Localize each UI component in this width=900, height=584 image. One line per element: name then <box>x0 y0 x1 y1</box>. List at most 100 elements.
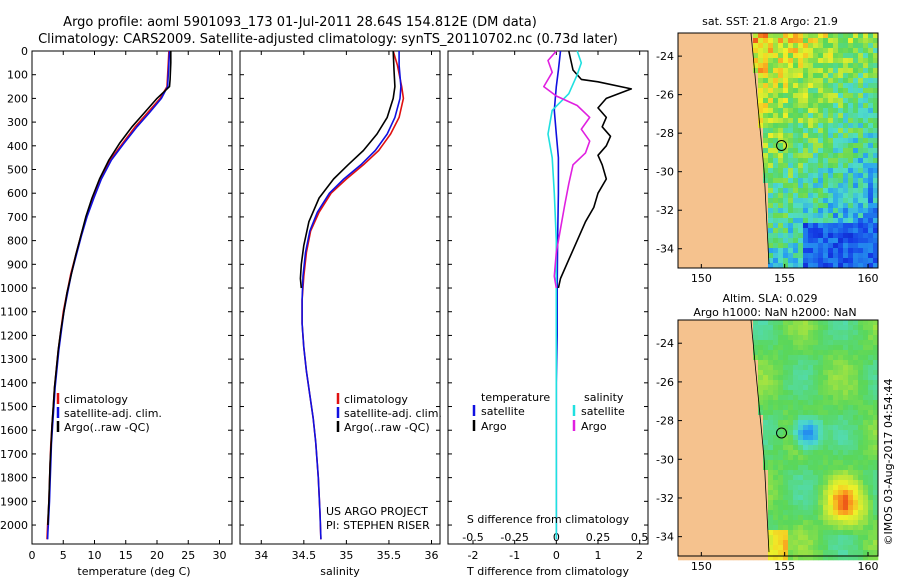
map-cell <box>803 520 809 526</box>
map-cell <box>743 148 749 154</box>
map-cell <box>788 188 794 194</box>
map-cell <box>703 490 709 496</box>
map-cell <box>853 525 859 531</box>
map-cell <box>718 375 724 381</box>
map-cell <box>813 98 819 104</box>
map-cell <box>758 475 764 481</box>
map-cell <box>733 238 739 244</box>
map-cell <box>813 218 819 224</box>
map-cell <box>703 83 709 89</box>
map-cell <box>793 118 799 124</box>
map-cell <box>803 425 809 431</box>
map-cell <box>843 63 849 69</box>
map-cell <box>758 33 764 39</box>
map-cell <box>773 555 779 561</box>
map-cell <box>808 445 814 451</box>
map-cell <box>853 450 859 456</box>
map-cell <box>773 233 779 239</box>
map-cell <box>798 440 804 446</box>
map-cell <box>698 218 704 224</box>
map-cell <box>798 330 804 336</box>
map-cell <box>763 445 769 451</box>
map-cell <box>678 485 684 491</box>
y-tick-label: -26 <box>656 376 674 389</box>
map-cell <box>693 435 699 441</box>
map-cell <box>723 350 729 356</box>
map-cell <box>703 455 709 461</box>
map-cell <box>688 520 694 526</box>
map-cell <box>743 223 749 229</box>
map-cell <box>783 183 789 189</box>
map-cell <box>758 98 764 104</box>
map-cell <box>838 263 844 269</box>
map-cell <box>798 178 804 184</box>
map-cell <box>778 350 784 356</box>
map-cell <box>743 163 749 169</box>
map-cell <box>728 475 734 481</box>
map-cell <box>778 193 784 199</box>
map-cell <box>713 425 719 431</box>
map-cell <box>873 350 879 356</box>
map-cell <box>753 410 759 416</box>
map-cell <box>768 158 774 164</box>
map-cell <box>798 153 804 159</box>
map-cell <box>693 88 699 94</box>
map-cell <box>858 218 864 224</box>
x-tick-label: 0 <box>29 549 36 562</box>
map-cell <box>703 495 709 501</box>
map-cell <box>818 465 824 471</box>
map-cell <box>758 555 764 561</box>
map-cell <box>803 193 809 199</box>
map-cell <box>683 540 689 546</box>
map-cell <box>848 188 854 194</box>
map-cell <box>738 325 744 331</box>
map-cell <box>753 178 759 184</box>
map-cell <box>738 158 744 164</box>
map-cell <box>748 173 754 179</box>
map-cell <box>798 365 804 371</box>
map-cell <box>698 38 704 44</box>
map-cell <box>798 325 804 331</box>
map-cell <box>818 128 824 134</box>
y-tick-label: 1100 <box>0 306 28 319</box>
map-cell <box>858 108 864 114</box>
map-cell <box>813 430 819 436</box>
map-cell <box>708 173 714 179</box>
map-cell <box>853 390 859 396</box>
map-cell <box>783 535 789 541</box>
map-cell <box>748 208 754 214</box>
map-cell <box>793 475 799 481</box>
map-cell <box>823 243 829 249</box>
map-cell <box>703 465 709 471</box>
map-cell <box>748 213 754 219</box>
map-cell <box>798 320 804 326</box>
map-cell <box>763 93 769 99</box>
map-cell <box>768 78 774 84</box>
map-cell <box>718 83 724 89</box>
map-cell <box>723 228 729 234</box>
map-cell <box>783 480 789 486</box>
map-cell <box>748 345 754 351</box>
map-cell <box>773 455 779 461</box>
map-cell <box>718 325 724 331</box>
map-cell <box>738 243 744 249</box>
map-cell <box>758 415 764 421</box>
map-cell <box>733 400 739 406</box>
map-cell <box>698 475 704 481</box>
map-cell <box>793 540 799 546</box>
map-cell <box>813 138 819 144</box>
map-cell <box>858 58 864 64</box>
map-cell <box>803 138 809 144</box>
map-cell <box>818 178 824 184</box>
map-cell <box>808 103 814 109</box>
map-cell <box>828 93 834 99</box>
map-cell <box>723 405 729 411</box>
map-cell <box>733 470 739 476</box>
map-cell <box>843 138 849 144</box>
map-cell <box>843 490 849 496</box>
map-cell <box>833 108 839 114</box>
map-cell <box>863 103 869 109</box>
map-cell <box>748 198 754 204</box>
map-cell <box>768 258 774 264</box>
map-cell <box>743 228 749 234</box>
